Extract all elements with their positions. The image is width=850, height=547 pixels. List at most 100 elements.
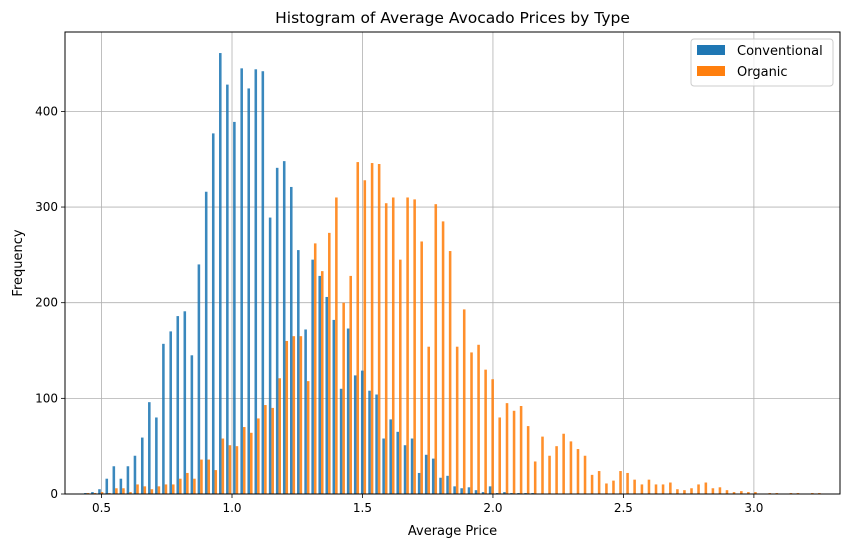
bar-organic — [143, 486, 147, 494]
legend-label-conventional: Conventional — [737, 44, 823, 59]
bar-organic — [597, 471, 601, 494]
bar-organic — [576, 449, 580, 494]
bar-organic — [647, 479, 651, 494]
bar-organic — [605, 483, 608, 494]
bar-conventional — [389, 419, 392, 494]
bar-organic — [690, 488, 693, 494]
bar-organic — [732, 492, 736, 494]
bar-organic — [718, 487, 722, 494]
bar-conventional — [346, 328, 350, 494]
bar-organic — [257, 418, 260, 494]
bar-organic — [399, 259, 402, 494]
y-tick-label: 400 — [35, 104, 58, 118]
bar-conventional — [410, 438, 414, 494]
legend-swatch-conventional — [697, 45, 725, 55]
bar-conventional — [211, 133, 215, 494]
bars-layer — [84, 53, 821, 495]
bar-conventional — [204, 191, 208, 495]
ticks-layer: 0.5 1.0 1.5 2.0 2.5 3.0 0 100 200 300 400 — [35, 104, 763, 515]
bar-organic — [356, 162, 360, 494]
bar-conventional — [396, 431, 400, 494]
bar-organic — [427, 346, 431, 494]
bar-organic — [747, 492, 750, 494]
bar-organic — [271, 407, 274, 494]
y-axis-label: Frequency — [11, 229, 26, 296]
bar-conventional — [318, 275, 321, 494]
bar-conventional — [162, 343, 165, 494]
bar-organic — [491, 379, 494, 494]
bar-organic — [754, 492, 757, 494]
y-tick-label: 300 — [35, 200, 58, 214]
bar-conventional — [133, 455, 137, 494]
bar-conventional — [460, 488, 463, 494]
bar-conventional — [325, 296, 329, 494]
bar-organic — [526, 426, 530, 494]
bar-conventional — [368, 390, 371, 494]
bar-conventional — [240, 68, 243, 494]
bar-conventional — [282, 161, 286, 494]
legend-box — [690, 38, 834, 87]
bar-organic — [370, 163, 374, 495]
bar-organic — [470, 352, 473, 494]
bar-organic — [186, 472, 189, 494]
bar-organic — [498, 417, 501, 494]
bar-organic — [363, 180, 367, 494]
bar-conventional — [105, 478, 109, 494]
bar-organic — [200, 459, 203, 494]
bar-organic — [462, 309, 466, 494]
bar-organic — [299, 336, 303, 494]
bar-organic — [136, 484, 139, 494]
bar-organic — [640, 484, 644, 494]
bar-conventional — [311, 259, 314, 494]
bar-conventional — [112, 466, 116, 494]
bar-organic — [533, 461, 537, 494]
bar-organic — [406, 197, 409, 495]
bar-conventional — [304, 329, 307, 494]
legend-swatch-organic — [697, 66, 725, 76]
bar-conventional — [431, 458, 435, 494]
bar-organic — [313, 243, 317, 494]
bar-conventional — [467, 487, 471, 494]
bar-conventional — [360, 370, 364, 494]
bar-conventional — [261, 71, 265, 494]
bar-conventional — [91, 492, 94, 494]
bar-organic — [150, 489, 154, 494]
bar-organic — [129, 492, 132, 494]
bar-conventional — [446, 475, 449, 494]
bar-conventional — [98, 489, 101, 494]
bar-organic — [661, 484, 665, 494]
bar-organic — [235, 446, 239, 494]
bar-organic — [221, 438, 225, 494]
bar-organic — [122, 488, 125, 494]
chart-title: Histogram of Average Avocado Prices by T… — [275, 9, 630, 27]
bar-conventional — [424, 454, 428, 494]
bar-conventional — [453, 486, 456, 494]
bar-organic — [633, 479, 636, 494]
bar-organic — [612, 480, 615, 494]
bar-organic — [704, 482, 708, 494]
bar-organic — [676, 489, 679, 494]
bar-conventional — [439, 477, 442, 494]
bar-organic — [484, 369, 487, 494]
bar-conventional — [353, 375, 357, 494]
x-tick-label: 2.5 — [614, 501, 633, 515]
bar-organic — [242, 427, 246, 494]
legend: Conventional Organic — [690, 38, 834, 87]
x-tick-label: 3.0 — [744, 501, 763, 515]
y-tick-label: 200 — [35, 296, 58, 310]
bar-organic — [541, 436, 544, 494]
bar-conventional — [155, 417, 158, 494]
bar-conventional — [275, 167, 279, 494]
bar-conventional — [488, 486, 492, 494]
bar-organic — [548, 455, 551, 494]
legend-label-organic: Organic — [737, 65, 788, 80]
bar-organic — [711, 488, 715, 494]
bar-conventional — [197, 264, 201, 494]
x-tick-label: 1.0 — [222, 501, 241, 515]
bar-organic — [434, 204, 438, 495]
bar-organic — [377, 164, 381, 494]
bar-organic — [555, 446, 558, 494]
bar-conventional — [268, 217, 272, 494]
bar-organic — [384, 203, 388, 494]
bar-organic — [505, 403, 509, 494]
